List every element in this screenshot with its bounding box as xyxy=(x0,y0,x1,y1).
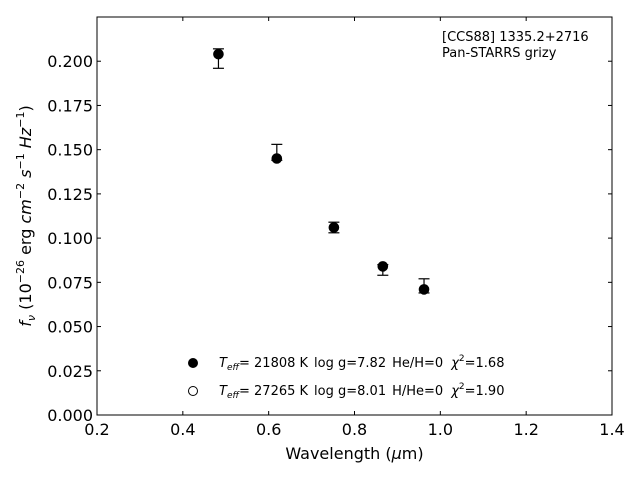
y-tick-label: 0.075 xyxy=(47,273,93,292)
data-point-0 xyxy=(213,48,224,60)
legend-teff-subscript: eff xyxy=(227,391,241,401)
error-bars xyxy=(212,48,430,294)
legend-marker-open xyxy=(188,386,198,396)
y-tick-label: 0.175 xyxy=(47,96,93,115)
ticks: 0.2 0.4 0.6 0.8 1.0 1.2 1.4 0.000 0.025 0.050 0.07… xyxy=(47,17,625,439)
legend-chi-value: =1.68 xyxy=(465,356,505,371)
legend-composition: H/He=0 xyxy=(392,384,443,399)
legend-logg: log g=7.82 xyxy=(314,356,386,371)
x-tick-label: 1.0 xyxy=(428,420,453,439)
y-tick-label: 0.000 xyxy=(47,406,93,425)
y-tick-label: 0.050 xyxy=(47,318,93,337)
legend-chi-superscript: 2 xyxy=(459,354,465,364)
data-point-1 xyxy=(271,153,283,164)
x-tick-label: 0.6 xyxy=(256,420,281,439)
annotation-line-2: Pan-STARRS grizy xyxy=(442,46,557,61)
y-tick-label: 0.100 xyxy=(47,229,93,248)
legend-entry-1: Teff= 21808 K log g=7.82 He/H=0 χ2=1.68 xyxy=(219,354,504,373)
legend-entry-2: Teff= 27265 K log g=8.01 H/He=0 χ2=1.90 xyxy=(219,382,504,401)
legend-teff-value: = 21808 K xyxy=(239,356,309,371)
legend-teff-value: = 27265 K xyxy=(239,384,309,399)
legend-chi-superscript: 2 xyxy=(459,382,465,392)
legend-chi-symbol: χ xyxy=(450,356,460,371)
y-tick-label: 0.125 xyxy=(47,185,93,204)
legend-chi-symbol: χ xyxy=(450,384,460,399)
legend-teff-symbol: T xyxy=(219,356,228,371)
x-tick-label: 0.2 xyxy=(84,420,109,439)
legend-marker-filled xyxy=(188,358,198,368)
annotation: [CCS88] 1335.2+2716 Pan-STARRS grizy xyxy=(442,30,589,61)
legend-composition: He/H=0 xyxy=(392,356,443,371)
x-tick-label: 1.2 xyxy=(513,420,538,439)
y-tick-label: 0.200 xyxy=(47,52,93,71)
y-tick-label: 0.025 xyxy=(47,362,93,381)
x-tick-label: 0.4 xyxy=(170,420,195,439)
legend-teff-subscript: eff xyxy=(227,363,241,373)
legend-chi-value: =1.90 xyxy=(465,384,505,399)
y-tick-label: 0.150 xyxy=(47,141,93,160)
data-point-2 xyxy=(328,222,340,233)
x-tick-label: 1.4 xyxy=(599,420,624,439)
data-point-3 xyxy=(377,261,389,272)
legend-teff-symbol: T xyxy=(219,384,228,399)
x-axis-label: Wavelength (μm) xyxy=(285,444,423,463)
plot-frame xyxy=(96,16,613,416)
y-axis-label: fν (10−26 erg cm−2 s−1 Hz−1) xyxy=(14,105,38,326)
x-tick-label: 0.8 xyxy=(342,420,367,439)
data-points xyxy=(213,48,430,295)
annotation-line-1: [CCS88] 1335.2+2716 xyxy=(442,30,589,45)
data-point-4 xyxy=(418,284,430,295)
legend-logg: log g=8.01 xyxy=(314,384,386,399)
